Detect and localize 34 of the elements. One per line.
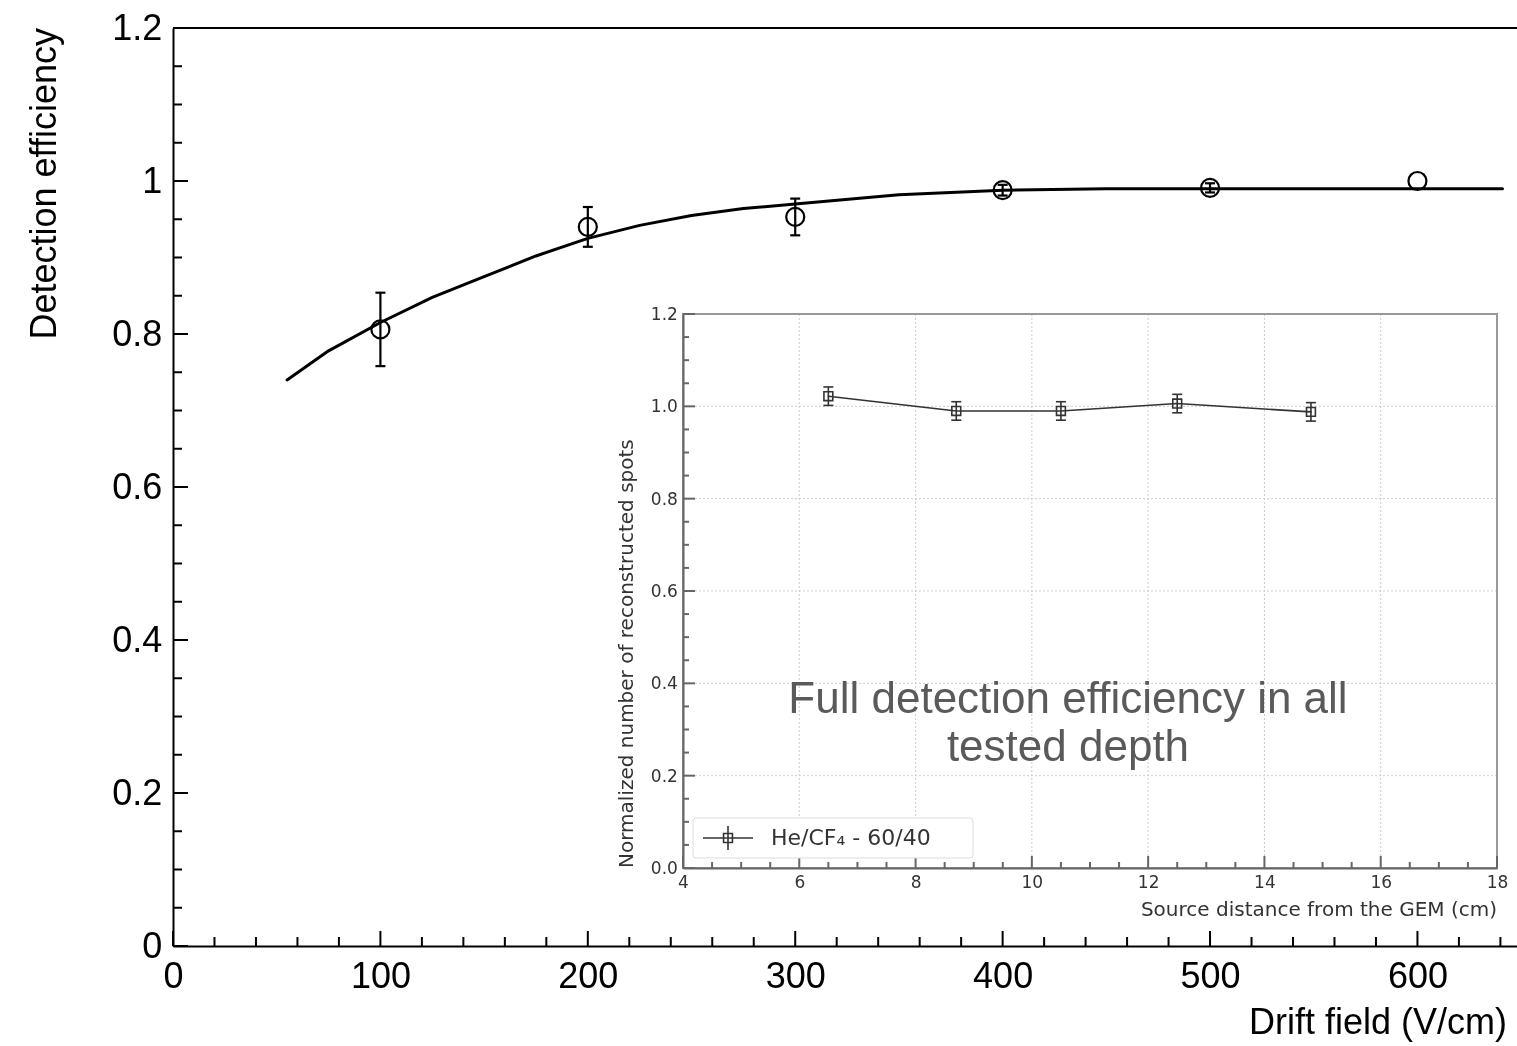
x-tick-label: 200 xyxy=(558,954,619,996)
y-tick-label: 1.2 xyxy=(650,303,678,324)
x-tick-label: 100 xyxy=(350,954,411,996)
legend-label: He/CF₄ - 60/40 xyxy=(771,825,931,850)
y-tick-label: 1.0 xyxy=(650,396,678,417)
y-tick-label: 1.2 xyxy=(112,7,163,49)
x-tick-label: 18 xyxy=(1486,871,1509,892)
y-axis-title: Detection efficiency xyxy=(23,28,64,340)
x-tick-label: 600 xyxy=(1387,954,1448,996)
x-tick-label: 6 xyxy=(794,871,806,892)
y-tick-label: 0.4 xyxy=(112,619,163,661)
x-tick-label: 400 xyxy=(973,954,1034,996)
y-tick-label: 0.4 xyxy=(650,673,678,694)
y-tick-label: 0.8 xyxy=(112,313,163,355)
y-tick-label: 0.8 xyxy=(650,488,678,509)
x-tick-label: 4 xyxy=(678,871,689,892)
x-tick-label: 300 xyxy=(765,954,826,996)
x-axis-title: Drift field (V/cm) xyxy=(1248,1001,1507,1042)
y-tick-label: 0.6 xyxy=(650,580,678,601)
x-tick-label: 8 xyxy=(910,871,922,892)
y-tick-label: 0 xyxy=(142,925,163,967)
x-tick-label: 12 xyxy=(1137,871,1160,892)
x-tick-label: 10 xyxy=(1021,871,1044,892)
x-tick-label: 500 xyxy=(1180,954,1241,996)
x-axis-title: Source distance from the GEM (cm) xyxy=(1140,897,1497,921)
x-tick-label: 14 xyxy=(1254,871,1276,892)
x-tick-label: 16 xyxy=(1370,871,1393,892)
y-axis-title: Normalized number of reconstructed spots xyxy=(614,439,638,868)
annotation: Full detection efficiency in all tested depth xyxy=(788,672,1348,770)
y-tick-label: 0.0 xyxy=(650,857,678,878)
y-tick-label: 0.2 xyxy=(112,772,163,814)
y-tick-label: 1 xyxy=(142,160,163,202)
y-tick-label: 0.6 xyxy=(112,466,163,508)
y-tick-label: 0.2 xyxy=(650,765,678,786)
